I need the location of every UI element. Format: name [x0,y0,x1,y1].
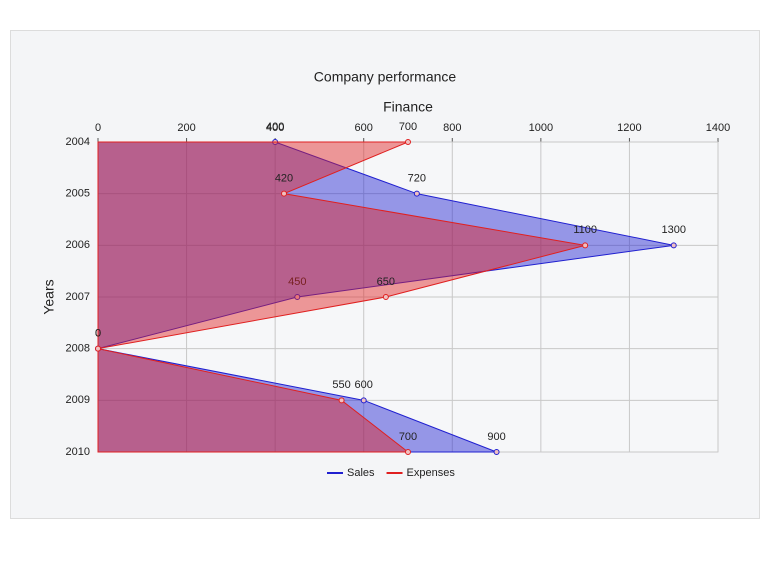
point [338,397,345,404]
data-label: 700 [399,431,417,443]
data-label: 720 [408,173,426,185]
y-tick-label: 2009 [66,394,90,406]
data-label: 0 [95,328,101,340]
point [360,397,367,404]
data-label: 1100 [573,224,597,236]
data-label: 400 [266,121,284,133]
point [281,190,287,197]
y-tick-label: 2007 [66,291,90,303]
data-label: 450 [288,276,306,288]
legend-label: Expenses [407,467,456,479]
point [413,190,420,197]
data-label: 700 [399,121,417,133]
legend-label: Sales [347,467,375,479]
x-tick-label: 1000 [529,122,553,134]
y-axis-title: Years [41,279,57,314]
y-tick-label: 2010 [66,446,90,458]
data-label: 600 [355,379,373,391]
x-tick-label: 400 [266,122,284,134]
y-tick-label: 2005 [66,188,90,200]
x-tick-label: 0 [95,122,101,134]
data-label: 650 [377,276,395,288]
chart-title: Company performance [314,69,457,85]
y-tick-label: 2004 [66,136,90,148]
y-tick-label: 2006 [66,239,90,251]
point [493,449,500,455]
x-tick-label: 200 [177,122,195,134]
data-label: 900 [487,431,505,443]
x-tick-label: 600 [355,122,373,134]
y-tick-label: 2008 [66,343,90,355]
point [405,139,411,145]
area [97,141,586,453]
point [405,449,411,455]
point [670,242,677,249]
data-label: 550 [332,379,350,391]
point [382,294,389,300]
x-tick-label: 1400 [706,122,730,134]
data-label: 1300 [661,224,685,236]
x-tick-label: 800 [443,122,461,134]
point [582,242,589,249]
point [95,345,101,352]
x-axis-title: Finance [383,99,433,115]
x-tick-label: 1200 [617,122,641,134]
data-label: 420 [275,173,293,185]
point [294,294,301,300]
